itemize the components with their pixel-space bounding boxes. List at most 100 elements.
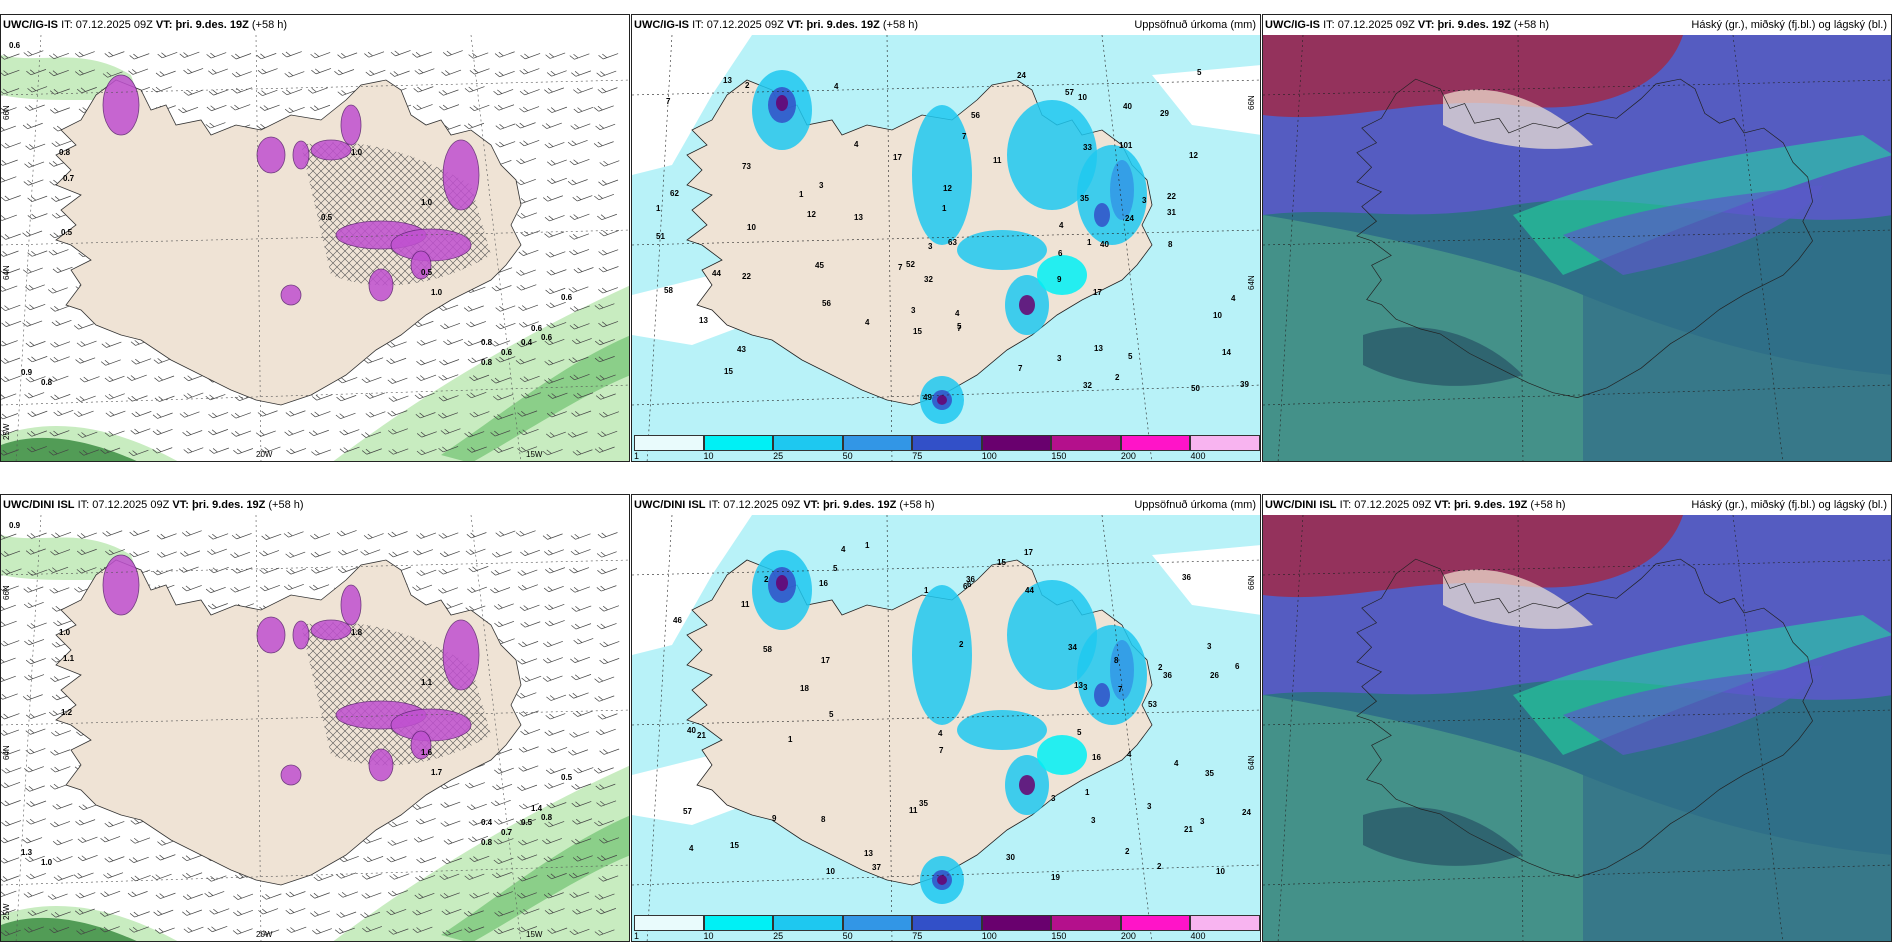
wind-barb bbox=[568, 692, 589, 699]
wind-barb bbox=[388, 428, 408, 435]
wind-barb bbox=[412, 584, 433, 591]
meridian-line bbox=[1732, 515, 1784, 941]
wind-barb bbox=[416, 374, 437, 381]
accumulated-precip-label: 1 bbox=[656, 204, 661, 213]
wind-barb bbox=[464, 873, 485, 880]
accumulated-precip-label: 3 bbox=[1147, 802, 1152, 811]
accumulated-precip-label: 6 bbox=[1235, 662, 1240, 671]
snow-blob bbox=[102, 74, 140, 136]
wind-barb bbox=[490, 587, 511, 594]
wind-barb bbox=[546, 873, 567, 880]
dry-area bbox=[1152, 65, 1260, 135]
wind-barb bbox=[517, 926, 538, 933]
panel-vt-label: VT: bbox=[1417, 19, 1435, 31]
panel-model-label: UWC/IG-IS bbox=[1265, 19, 1320, 31]
wind-barb bbox=[572, 818, 593, 825]
light-precip-area bbox=[333, 765, 629, 941]
wind-barb bbox=[543, 195, 563, 202]
wind-barb bbox=[152, 569, 173, 576]
wind-barb bbox=[1, 88, 20, 95]
wind-barb bbox=[469, 374, 490, 381]
wind-barb bbox=[50, 675, 71, 682]
wind-barb bbox=[309, 584, 330, 591]
accumulated-precip-label: 4 bbox=[1174, 759, 1179, 768]
wind-barb bbox=[438, 89, 459, 96]
wind-barb bbox=[594, 446, 615, 453]
wind-barb bbox=[50, 341, 71, 348]
wind-barb bbox=[183, 447, 204, 454]
accumulated-precip-label: 5 bbox=[1128, 352, 1133, 361]
precip-shading bbox=[1, 55, 629, 461]
wind-barb bbox=[544, 87, 565, 94]
precip-contour-region bbox=[937, 875, 947, 885]
wind-barb bbox=[76, 548, 97, 556]
colorbar-swatch bbox=[981, 915, 1052, 931]
colorbar-tick-label: 10 bbox=[703, 931, 714, 941]
wind-barb bbox=[516, 819, 536, 826]
wind-barb bbox=[76, 87, 97, 94]
colorbar-swatch bbox=[842, 915, 913, 931]
wind-barb bbox=[50, 749, 71, 756]
accumulated-precip-label: 7 bbox=[957, 324, 962, 333]
wind-barb bbox=[595, 393, 616, 400]
wind-barb bbox=[259, 567, 280, 574]
wind-barb bbox=[360, 549, 381, 556]
wind-barb bbox=[594, 893, 615, 900]
accumulated-precip-label: 30 bbox=[1006, 853, 1015, 862]
map-area bbox=[1263, 515, 1891, 941]
wind-barb bbox=[571, 674, 592, 681]
parallel-line bbox=[1263, 79, 1891, 96]
wind-barb bbox=[47, 287, 68, 294]
snow-blob bbox=[368, 268, 394, 302]
wind-barb bbox=[387, 377, 408, 384]
precip-value-label: 0.4 bbox=[521, 338, 533, 347]
wind-barb bbox=[25, 303, 46, 311]
precip-value-label: 0.5 bbox=[321, 213, 333, 222]
accumulated-precip-label: 58 bbox=[763, 645, 772, 654]
colorbar-tick-label: 1 bbox=[634, 931, 640, 941]
latitude-label: 64N bbox=[2, 745, 11, 760]
colorbar-swatch bbox=[1051, 435, 1121, 451]
wind-barb bbox=[152, 428, 173, 436]
wind-barb bbox=[544, 908, 565, 915]
accumulated-precip-label: 22 bbox=[742, 272, 751, 281]
wind-barb bbox=[22, 694, 43, 701]
wind-barb bbox=[24, 161, 45, 168]
accumulated-precip-label: 2 bbox=[745, 81, 750, 90]
accumulated-precip-label: 36 bbox=[1163, 671, 1172, 680]
wind-barb bbox=[79, 376, 100, 383]
precip-contour-region bbox=[1019, 775, 1035, 795]
wind-barb bbox=[463, 305, 484, 312]
wind-barb bbox=[1, 413, 19, 420]
accumulated-precip-label: 12 bbox=[943, 184, 952, 193]
wind-barb bbox=[181, 585, 202, 592]
wind-barb bbox=[545, 567, 565, 574]
wind-barb bbox=[76, 532, 97, 539]
wind-barb bbox=[573, 392, 594, 399]
colorbar-swatch bbox=[912, 915, 982, 931]
accumulated-precip-label: 13 bbox=[723, 76, 732, 85]
wind-barb bbox=[231, 533, 252, 540]
accumulated-precip-label: 4 bbox=[938, 729, 943, 738]
wind-barb bbox=[571, 410, 592, 417]
wind-barb bbox=[207, 603, 228, 610]
colorbar-tick-label: 200 bbox=[1120, 931, 1136, 941]
moderate-precip-area bbox=[441, 335, 629, 461]
wind-barb bbox=[594, 356, 615, 363]
parallel-line bbox=[1263, 709, 1891, 726]
wind-barb bbox=[208, 429, 229, 436]
wind-barb bbox=[334, 927, 355, 934]
wind-barb bbox=[495, 141, 516, 148]
meridian-line bbox=[255, 515, 262, 941]
wind-barb bbox=[260, 446, 281, 453]
wind-barb bbox=[1, 304, 21, 311]
wind-barb bbox=[129, 926, 149, 933]
wind-barb bbox=[129, 551, 150, 558]
wind-barb bbox=[79, 449, 99, 456]
wind-barb bbox=[182, 893, 203, 900]
wind-barb bbox=[463, 910, 484, 917]
wind-barb bbox=[1, 657, 16, 664]
wind-barb bbox=[1, 375, 21, 383]
precip-contour-region bbox=[912, 585, 972, 725]
wind-barb bbox=[388, 395, 409, 402]
